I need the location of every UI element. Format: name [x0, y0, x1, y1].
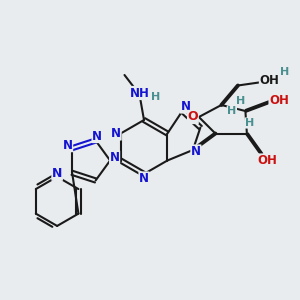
Text: O: O — [188, 110, 198, 124]
Text: H: H — [280, 67, 289, 77]
Text: N: N — [191, 145, 201, 158]
Text: H: H — [152, 92, 160, 103]
Text: OH: OH — [257, 154, 277, 167]
Text: OH: OH — [269, 94, 289, 107]
Text: N: N — [180, 100, 190, 113]
Text: N: N — [111, 127, 121, 140]
Text: NH: NH — [130, 86, 149, 100]
Text: N: N — [110, 151, 120, 164]
Text: H: H — [227, 106, 236, 116]
Text: N: N — [92, 130, 102, 142]
Text: H: H — [245, 118, 254, 128]
Text: N: N — [52, 167, 62, 180]
Text: H: H — [236, 95, 245, 106]
Text: N: N — [63, 139, 73, 152]
Text: N: N — [139, 172, 149, 185]
Text: OH: OH — [260, 74, 279, 88]
